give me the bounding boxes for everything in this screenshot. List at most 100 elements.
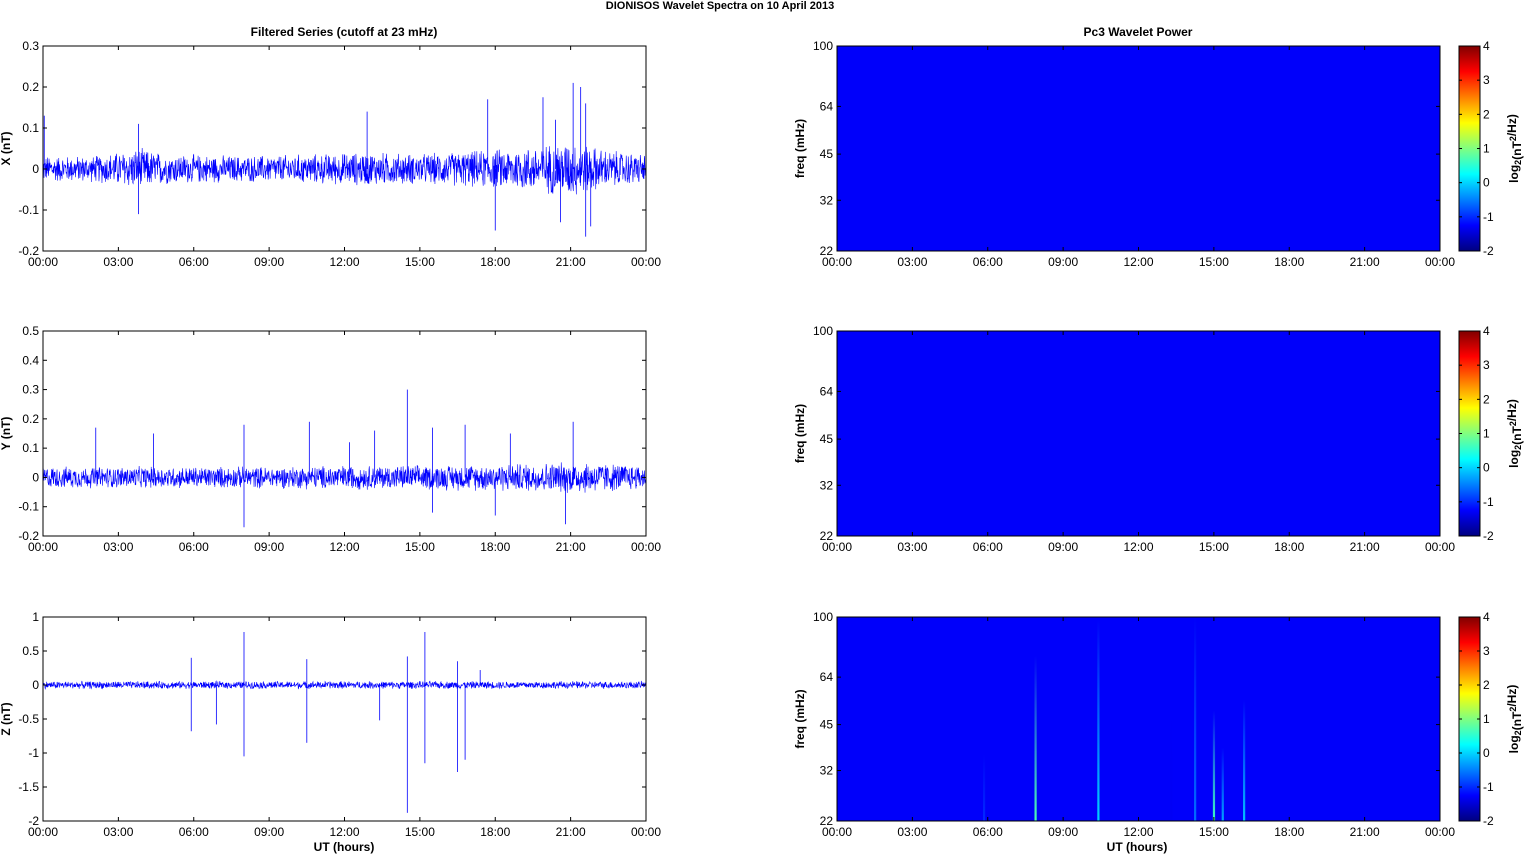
series-xtick-label: 21:00 (556, 255, 586, 269)
series-panel-x: -0.2 -0.1 0 0.1 0.2 0.3 00:00 03:00 06:00 09:00 12… (0, 39, 661, 269)
colorbar-tick-label: -2 (1483, 244, 1494, 258)
wavelet-ytick-label: 22 (820, 529, 834, 543)
colorbar-tick-label: 4 (1483, 39, 1490, 53)
series-xtick-label: 03:00 (103, 825, 133, 839)
wavelet-ylabel: freq (mHz) (793, 119, 807, 178)
series-xtick-label: 18:00 (480, 540, 510, 554)
wavelet-ylabel: freq (mHz) (793, 689, 807, 748)
colorbar-tick-label: -2 (1483, 529, 1494, 543)
series-xtick-label: 06:00 (179, 825, 209, 839)
wavelet-xtick-label: 15:00 (1199, 255, 1229, 269)
colorbar-tick-label: -1 (1483, 495, 1494, 509)
wavelet-ytick-label: 100 (813, 39, 833, 53)
series-ytick-label: -2 (28, 814, 39, 828)
colorbar-label-part: log (1507, 165, 1521, 183)
colorbar-label-part: /Hz) (1505, 399, 1519, 421)
series-ytick-label: 0.5 (22, 644, 39, 658)
series-xtick-label: 09:00 (254, 825, 284, 839)
panels-group: -0.2-0.100.10.20.300:00 03:00 06:00 09:00 12… (0, 39, 1524, 839)
series-ytick-label: 0.5 (22, 324, 39, 338)
series-ytick-label: -0.1 (18, 203, 39, 217)
colorbar-bar (1458, 330, 1481, 537)
colorbar-tick-label: 2 (1483, 107, 1490, 121)
series-trace-y (42, 462, 647, 493)
colorbar-label-part: 2 (1508, 707, 1518, 712)
series-xtick-label: 12:00 (329, 825, 359, 839)
wavelet-background (837, 46, 1440, 251)
series-xtick-label: 00:00 (28, 255, 58, 269)
wavelet-xtick-label: 00:00 (1425, 825, 1455, 839)
series-panel-z: -2 -1.5 -1 -0.5 0 0.5 1 00:00 03:00 06:00 09:00 12:… (0, 610, 661, 839)
series-xtick-label: 15:00 (405, 540, 435, 554)
colorbar-tick-label: 3 (1483, 73, 1490, 87)
wavelet-ytick-label: 45 (820, 718, 834, 732)
series-ytick-label: -1 (28, 746, 39, 760)
series-xtick-label: 09:00 (254, 255, 284, 269)
filtered-series-title: Filtered Series (cutoff at 23 mHz) (251, 25, 438, 39)
series-ytick-label: -0.1 (18, 500, 39, 514)
wavelet-xtick-label: 09:00 (1048, 255, 1078, 269)
series-xtick-label: 00:00 (631, 825, 661, 839)
wavelet-power-title: Pc3 Wavelet Power (1084, 25, 1193, 39)
series-xtick-label: 12:00 (329, 255, 359, 269)
wavelet-background (837, 617, 1440, 821)
wavelet-feature (1170, 705, 1173, 821)
wavelet-ytick-label: 45 (820, 432, 834, 446)
wavelet-ytick-label: 64 (820, 384, 834, 398)
wavelet-ytick-label: 22 (820, 814, 834, 828)
wavelet-xtick-label: 12:00 (1123, 825, 1153, 839)
colorbar-tick-label: 2 (1483, 392, 1490, 406)
wavelet-xtick-label: 00:00 (822, 255, 852, 269)
series-ylabel: X (nT) (0, 132, 13, 166)
wavelet-xtick-label: 12:00 (1123, 255, 1153, 269)
wavelet-feature (1194, 617, 1197, 821)
series-xtick-label: 00:00 (631, 255, 661, 269)
series-xtick-label: 03:00 (103, 540, 133, 554)
series-ytick-label: 0.2 (22, 80, 39, 94)
wavelet-ytick-label: 32 (820, 478, 834, 492)
colorbar-label: log2(nT2/Hz) (1505, 685, 1524, 754)
wavelet-xtick-label: 21:00 (1350, 540, 1380, 554)
wavelet-xtick-label: 00:00 (1425, 255, 1455, 269)
series-xtick-label: 15:00 (405, 825, 435, 839)
series-panel-y: -0.2 -0.1 0 0.1 0.2 0.3 0.4 0.5 00:00 03:00 06:00 0… (0, 324, 661, 554)
colorbar-label: log2(nT2/Hz) (1505, 399, 1524, 468)
series-trace-z (42, 680, 647, 690)
series-plot-area (43, 46, 646, 251)
series-xtick-label: 18:00 (480, 255, 510, 269)
colorbar-tick-label: 4 (1483, 610, 1490, 624)
colorbar-label-part: 2 (1513, 445, 1523, 450)
wavelet-feature (1034, 655, 1037, 821)
series-plot-area (43, 617, 646, 821)
series-ytick-label: -0.2 (18, 244, 39, 258)
colorbar-tick-label: 1 (1483, 712, 1490, 726)
wavelet-xtick-label: 00:00 (822, 825, 852, 839)
series-xtick-label: 03:00 (103, 255, 133, 269)
colorbar-tick-label: 0 (1483, 461, 1490, 475)
colorbar-label-part: log (1507, 450, 1521, 468)
wavelet-ytick-label: 32 (820, 193, 834, 207)
wavelet-xtick-label: 03:00 (897, 255, 927, 269)
series-ylabel: Z (nT) (0, 702, 13, 735)
wavelet-xtick-label: 15:00 (1199, 825, 1229, 839)
wavelet-xtick-label: 00:00 (822, 540, 852, 554)
wavelet-xtick-label: 06:00 (973, 825, 1003, 839)
wavelet-xtick-label: 09:00 (1048, 825, 1078, 839)
colorbar-tick-label: -1 (1483, 210, 1494, 224)
series-xtick-label: 00:00 (28, 540, 58, 554)
wavelet-xtick-label: 03:00 (897, 540, 927, 554)
wavelet-ytick-label: 64 (820, 99, 834, 113)
series-xtick-label: 09:00 (254, 540, 284, 554)
series-ytick-label: -0.2 (18, 529, 39, 543)
colorbar-tick-label: -1 (1483, 780, 1494, 794)
wavelet-feature (982, 754, 986, 821)
wavelet-feature (1097, 619, 1100, 821)
wavelet-ytick-label: 100 (813, 610, 833, 624)
wavelet-ytick-label: 22 (820, 244, 834, 258)
series-ytick-label: 1 (32, 610, 39, 624)
